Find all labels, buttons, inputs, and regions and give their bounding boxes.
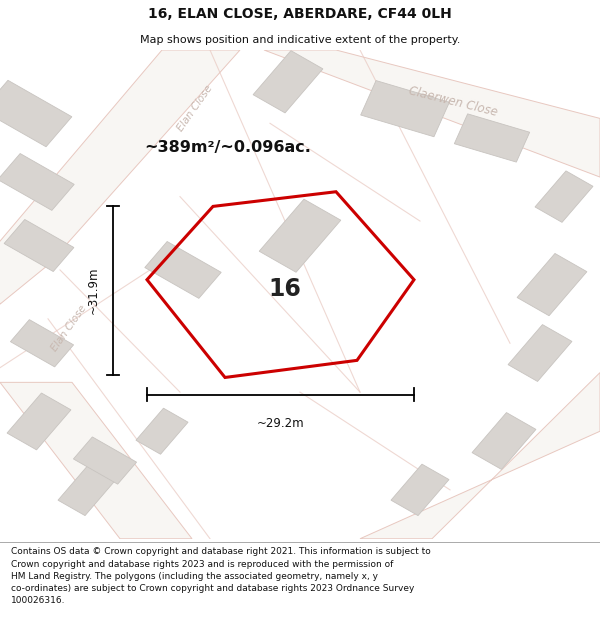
Polygon shape: [472, 412, 536, 469]
Polygon shape: [535, 171, 593, 222]
Polygon shape: [253, 51, 323, 113]
Polygon shape: [360, 372, 600, 539]
Polygon shape: [517, 254, 587, 316]
Text: Claerwen Close: Claerwen Close: [407, 84, 499, 119]
Polygon shape: [10, 319, 74, 367]
Polygon shape: [0, 382, 192, 539]
Polygon shape: [0, 50, 240, 304]
Polygon shape: [7, 393, 71, 450]
Text: 16, ELAN CLOSE, ABERDARE, CF44 0LH: 16, ELAN CLOSE, ABERDARE, CF44 0LH: [148, 7, 452, 21]
Text: Elan Close: Elan Close: [49, 304, 89, 354]
Polygon shape: [4, 219, 74, 271]
Polygon shape: [0, 154, 74, 211]
Polygon shape: [391, 464, 449, 516]
Text: Map shows position and indicative extent of the property.: Map shows position and indicative extent…: [140, 35, 460, 45]
Polygon shape: [454, 114, 530, 162]
Text: ~31.9m: ~31.9m: [86, 267, 100, 314]
Text: Contains OS data © Crown copyright and database right 2021. This information is : Contains OS data © Crown copyright and d…: [11, 548, 431, 605]
Text: ~29.2m: ~29.2m: [257, 416, 304, 429]
Text: 16: 16: [269, 278, 301, 301]
Polygon shape: [264, 50, 600, 177]
Text: ~389m²/~0.096ac.: ~389m²/~0.096ac.: [145, 140, 311, 155]
Polygon shape: [0, 80, 72, 147]
Polygon shape: [145, 241, 221, 298]
Polygon shape: [136, 408, 188, 454]
Polygon shape: [58, 464, 116, 516]
Polygon shape: [259, 199, 341, 272]
Polygon shape: [361, 81, 449, 137]
Polygon shape: [73, 437, 137, 484]
Polygon shape: [508, 324, 572, 381]
Text: Elan Close: Elan Close: [175, 84, 215, 134]
